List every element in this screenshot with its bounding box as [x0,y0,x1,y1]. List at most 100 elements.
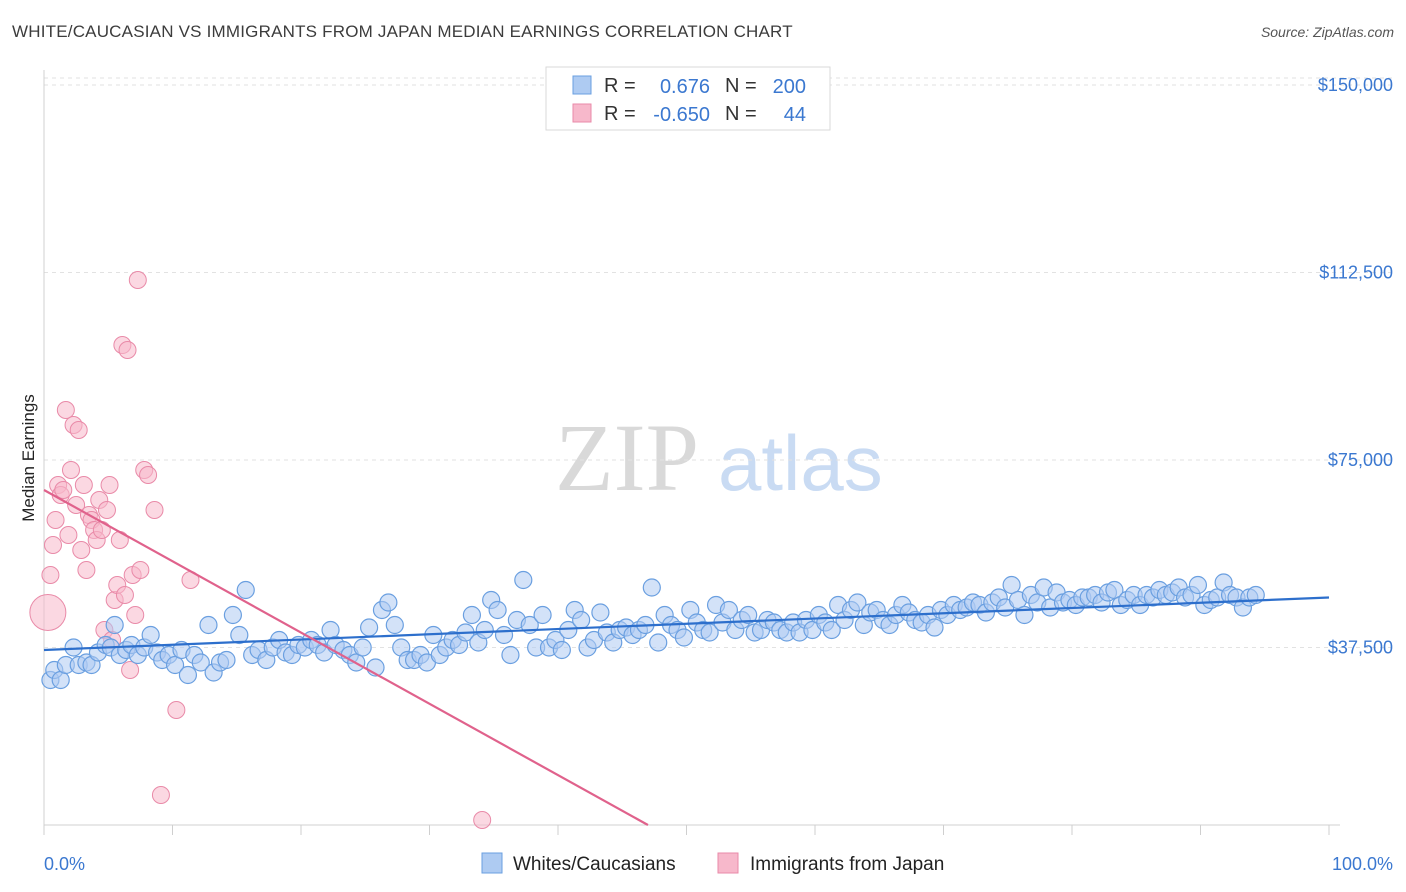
blue-point [674,628,694,647]
watermark-zip: ZIP [555,404,699,511]
blue-point [739,605,758,625]
pink-point [97,501,116,519]
legend-r-label-0: R = [604,75,636,97]
blue-point [165,655,185,675]
gridlines [44,77,1394,648]
pink-point [43,536,62,554]
pink-series-points [29,271,492,829]
blue-point [191,653,210,672]
pink-point [77,561,96,579]
pink-point [72,541,91,559]
source-label: Source: ZipAtlas.com [1260,24,1394,40]
pink-point [100,476,119,494]
blue-point [494,625,514,645]
blue-point [572,610,591,630]
pink-point [151,786,170,804]
legend-swatch-pink [572,103,592,123]
x-tick-labels: 0.0% 100.0% [44,854,1393,874]
blue-point [591,603,610,622]
pink-point [115,586,134,604]
pink-point [61,461,80,479]
blue-point [236,580,255,600]
y-tick-label-1: $75,000 [1328,450,1393,470]
legend-n-value-1: 44 [784,104,806,126]
pink-point [110,531,129,549]
blue-point [462,605,482,625]
y-axis-title: Median Earnings [19,394,38,522]
watermark-atlas: atlas [718,419,883,507]
blue-point [822,620,841,640]
correlation-legend: R = 0.676 N = 200 R = -0.650 N = 44 [545,66,831,131]
blue-point [1002,575,1021,595]
y-tick-label-2: $112,500 [1319,263,1393,283]
pink-point [54,481,73,499]
legend-r-value-1: -0.650 [653,104,710,126]
y-tick-label-3: $150,000 [1318,75,1393,95]
x-tick-label-0: 0.0% [44,854,85,874]
legend-n-label-0: N = [725,75,757,97]
zipatlas-watermark: ZIP atlas [555,404,883,511]
pink-point [69,421,88,439]
blue-point [178,665,198,685]
blue-point [223,605,242,625]
blue-point [1188,575,1208,595]
pink-point [139,466,158,484]
pink-point [118,341,137,359]
blue-point [925,618,944,637]
pink-point [145,501,164,519]
blue-point [353,638,372,657]
legend-r-label-1: R = [604,103,636,125]
pink-point [126,606,145,624]
pink-point [56,401,75,419]
pink-point [74,476,93,494]
blue-point [649,633,668,652]
blue-point [642,578,661,597]
blue-series-points [41,570,1265,690]
blue-point [514,570,533,590]
series-legend-label-pink: Immigrants from Japan [750,854,944,875]
y-tick-label-0: $37,500 [1328,638,1393,658]
blue-point [501,645,520,665]
pink-point [29,594,67,631]
blue-point [379,593,398,612]
pink-point [473,811,492,829]
pink-point [59,526,78,544]
pink-trendline [43,489,649,826]
blue-point [1105,580,1124,600]
x-ticks [43,825,1330,835]
blue-point [848,593,867,612]
axes [43,70,1340,826]
pink-point [41,566,60,584]
blue-point [533,605,552,625]
pink-point [121,661,140,679]
pink-point [131,561,150,579]
legend-swatch-blue [572,75,592,95]
blue-point [700,623,719,642]
legend-r-value-0: 0.676 [660,76,710,98]
series-legend: Whites/Caucasians Immigrants from Japan [481,852,944,875]
legend-n-label-1: N = [725,103,757,125]
legend-n-value-0: 200 [773,76,806,98]
blue-point [230,625,249,645]
blue-point [385,615,404,635]
pink-point [46,511,65,529]
trendlines [43,489,1330,826]
pink-point [128,271,147,289]
pink-point [167,701,186,719]
y-tick-labels: $37,500 $75,000 $112,500 $150,000 [1318,75,1393,658]
x-tick-label-1: 100.0% [1332,854,1393,874]
series-legend-swatch-blue [481,852,503,874]
blue-point [475,620,494,640]
blue-point [217,650,236,670]
series-legend-label-blue: Whites/Caucasians [513,854,676,875]
blue-point [141,625,160,645]
chart-title: WHITE/CAUCASIAN VS IMMIGRANTS FROM JAPAN… [12,22,793,41]
blue-trendline [43,596,1330,652]
blue-point [719,600,739,620]
blue-point [199,615,218,635]
blue-point [360,618,379,637]
series-legend-swatch-pink [717,852,739,874]
pink-point [92,521,111,539]
blue-point [552,640,571,660]
